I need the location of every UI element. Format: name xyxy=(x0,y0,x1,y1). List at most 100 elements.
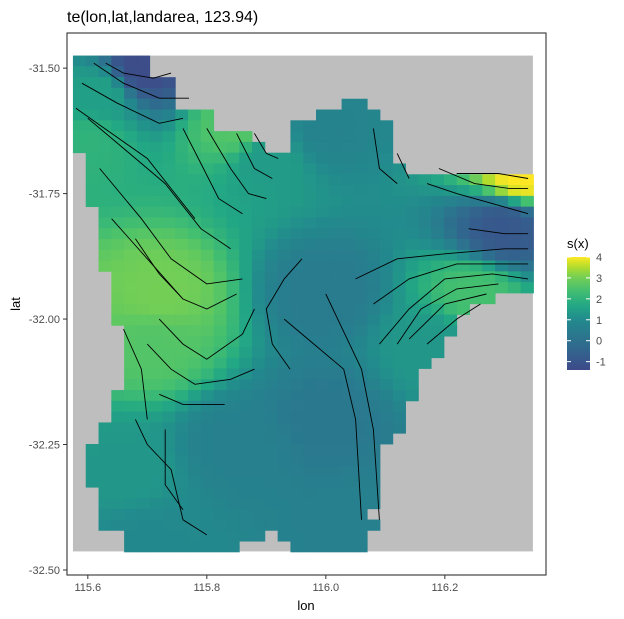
heatmap-cell xyxy=(418,239,432,251)
heatmap-cell xyxy=(379,292,394,305)
heatmap-cell xyxy=(200,249,215,261)
heatmap-cell xyxy=(392,282,406,294)
heatmap-cell xyxy=(316,131,330,143)
heatmap-cell xyxy=(252,174,266,186)
heatmap-cell xyxy=(328,217,342,229)
heatmap-cell xyxy=(303,131,317,143)
heatmap-cell xyxy=(124,109,138,121)
heatmap-cell xyxy=(264,444,279,456)
heatmap-cell xyxy=(277,508,291,520)
heatmap-cell xyxy=(136,325,151,337)
y-tick-label: -32.50 xyxy=(29,565,60,577)
heatmap-cell xyxy=(124,411,138,423)
heatmap-cell xyxy=(136,141,151,154)
heatmap-cell xyxy=(264,249,279,261)
heatmap-cell xyxy=(290,433,304,445)
heatmap-cell xyxy=(367,206,381,218)
heatmap-cell xyxy=(264,206,279,218)
heatmap-cell xyxy=(520,282,534,294)
heatmap-cell xyxy=(226,314,240,326)
heatmap-cell xyxy=(188,368,202,380)
heatmap-cell xyxy=(252,476,266,488)
heatmap-cell xyxy=(328,120,342,132)
heatmap-cell xyxy=(136,109,151,121)
heatmap-cell xyxy=(316,497,330,510)
heatmap-cell xyxy=(443,239,458,251)
heatmap-cell xyxy=(482,174,496,186)
heatmap-cell xyxy=(162,174,176,186)
heatmap-cell xyxy=(290,444,304,456)
heatmap-cell xyxy=(367,336,381,348)
heatmap-cell xyxy=(213,271,227,283)
heatmap-cell xyxy=(200,519,215,531)
heatmap-cell xyxy=(418,249,432,261)
heatmap-cell xyxy=(213,465,227,477)
heatmap-cell xyxy=(213,400,227,413)
heatmap-cell xyxy=(149,260,163,272)
heatmap-cell xyxy=(239,195,253,208)
legend: s(x) 4 3 2 1 0 -1 xyxy=(567,236,606,370)
heatmap-cell xyxy=(316,444,330,456)
heatmap-cell xyxy=(303,422,317,434)
heatmap-cell xyxy=(175,476,189,488)
heatmap-cell xyxy=(277,368,291,380)
heatmap-cell xyxy=(149,530,163,542)
heatmap-cell xyxy=(213,497,227,510)
heatmap-cell xyxy=(149,325,163,337)
heatmap-cell xyxy=(482,228,496,240)
heatmap-cell xyxy=(456,174,470,186)
contour-line xyxy=(134,419,208,536)
heatmap-cell xyxy=(111,508,125,520)
heatmap-cell xyxy=(252,422,266,434)
heatmap-cell xyxy=(149,131,163,143)
heatmap-cell xyxy=(111,228,125,240)
heatmap-cell xyxy=(379,249,394,261)
heatmap-cell xyxy=(252,249,266,261)
heatmap-cell xyxy=(149,217,163,229)
heatmap-cell xyxy=(328,357,342,369)
heatmap-cell xyxy=(354,519,368,531)
heatmap-cell xyxy=(341,141,355,154)
heatmap-cell xyxy=(354,249,368,261)
heatmap-cell xyxy=(252,390,266,402)
heatmap-cell xyxy=(124,541,138,553)
heatmap-cell xyxy=(482,217,496,229)
heatmap-cell xyxy=(328,465,342,477)
heatmap-cell xyxy=(200,476,215,488)
heatmap-cell xyxy=(290,120,304,132)
heatmap-cell xyxy=(277,476,291,488)
heatmap-cell xyxy=(136,292,151,305)
heatmap-cell xyxy=(277,303,291,315)
heatmap-cell xyxy=(213,314,227,326)
heatmap-cell xyxy=(111,303,125,315)
heatmap-cell xyxy=(367,368,381,380)
heatmap-cell xyxy=(316,422,330,434)
contour-line xyxy=(146,343,255,385)
heatmap-cell xyxy=(341,325,355,337)
heatmap-cell xyxy=(354,530,368,542)
heatmap-cell xyxy=(392,195,406,208)
heatmap-cell xyxy=(136,55,151,67)
heatmap-cell xyxy=(98,141,112,154)
heatmap-cell xyxy=(136,195,151,208)
heatmap-cell xyxy=(175,444,189,456)
heatmap-cell xyxy=(431,185,445,197)
heatmap-cell xyxy=(111,141,125,154)
heatmap-cell xyxy=(85,87,99,100)
heatmap-cell xyxy=(367,303,381,315)
heatmap-cell xyxy=(124,260,138,272)
heatmap-cell xyxy=(111,454,125,466)
heatmap-cell xyxy=(354,282,368,294)
heatmap-cell xyxy=(290,271,304,283)
heatmap-cell xyxy=(341,476,355,488)
heatmap-cell xyxy=(277,487,291,499)
heatmap-cell xyxy=(136,357,151,369)
heatmap-cell xyxy=(290,249,304,261)
heatmap-cell xyxy=(175,400,189,413)
heatmap-cell xyxy=(316,217,330,229)
heatmap-cell xyxy=(341,454,355,466)
heatmap-cell xyxy=(200,390,215,402)
heatmap-cell xyxy=(239,400,253,413)
heatmap-cell xyxy=(200,465,215,477)
heatmap-cell xyxy=(354,120,368,132)
